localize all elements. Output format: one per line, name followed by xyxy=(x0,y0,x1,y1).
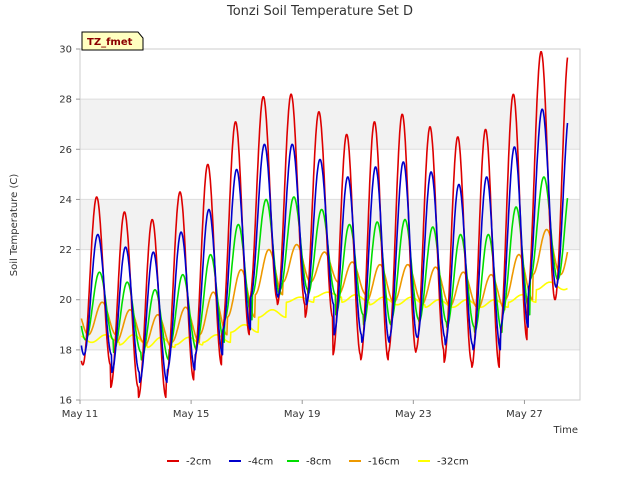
legend-label: -8cm xyxy=(306,457,331,468)
y-axis-label: Soil Temperature (C) xyxy=(9,174,20,277)
series-line-minus-8cm xyxy=(80,176,569,361)
legend-item: -32cm xyxy=(418,457,469,468)
y-tick-label: 18 xyxy=(59,345,72,356)
legend-label: -16cm xyxy=(368,457,400,468)
tag-label: TZ_fmet xyxy=(81,31,144,51)
series-line-minus-4cm xyxy=(80,108,569,384)
y-axis-ticks: 16 18 20 22 24 26 28 30 xyxy=(59,45,80,407)
y-tick-label: 24 xyxy=(59,195,72,206)
x-tick-label: May 27 xyxy=(506,409,543,420)
tag-box xyxy=(81,31,144,51)
legend-item: -2cm xyxy=(167,457,211,468)
series-layer xyxy=(80,51,569,399)
background-band xyxy=(80,199,580,250)
x-axis-ticks: May 11 May 15 May 19 May 23 May 27 xyxy=(62,400,543,420)
plot-frame xyxy=(79,48,581,401)
legend-label: -4cm xyxy=(248,457,273,468)
background-band xyxy=(80,149,580,200)
y-tick-label: 22 xyxy=(59,245,72,256)
legend-item: -16cm xyxy=(349,457,400,468)
legend-item: -8cm xyxy=(287,457,331,468)
background-band xyxy=(80,349,580,400)
background-band xyxy=(80,49,580,100)
legend-item: -4cm xyxy=(229,457,273,468)
x-tick-label: May 11 xyxy=(62,409,99,420)
chart-title: Tonzi Soil Temperature Set D xyxy=(226,4,413,19)
legend-label: -2cm xyxy=(186,457,211,468)
legend-label: -32cm xyxy=(437,457,469,468)
x-tick-label: May 23 xyxy=(395,409,432,420)
y-tick-label: 30 xyxy=(59,45,72,56)
tag-text: TZ_fmet xyxy=(87,37,133,48)
x-tick-label: May 15 xyxy=(173,409,210,420)
x-tick-label: May 19 xyxy=(284,409,321,420)
legend: -2cm -4cm -8cm -16cm -32cm xyxy=(167,457,469,468)
y-tick-label: 16 xyxy=(59,396,72,407)
x-axis-label: Time xyxy=(553,425,578,436)
y-tick-label: 20 xyxy=(59,295,72,306)
y-tick-label: 28 xyxy=(59,95,72,106)
y-tick-label: 26 xyxy=(59,145,72,156)
background-band xyxy=(80,99,580,150)
plot-background-bands xyxy=(80,49,580,400)
series-line-minus-2cm xyxy=(80,51,569,399)
